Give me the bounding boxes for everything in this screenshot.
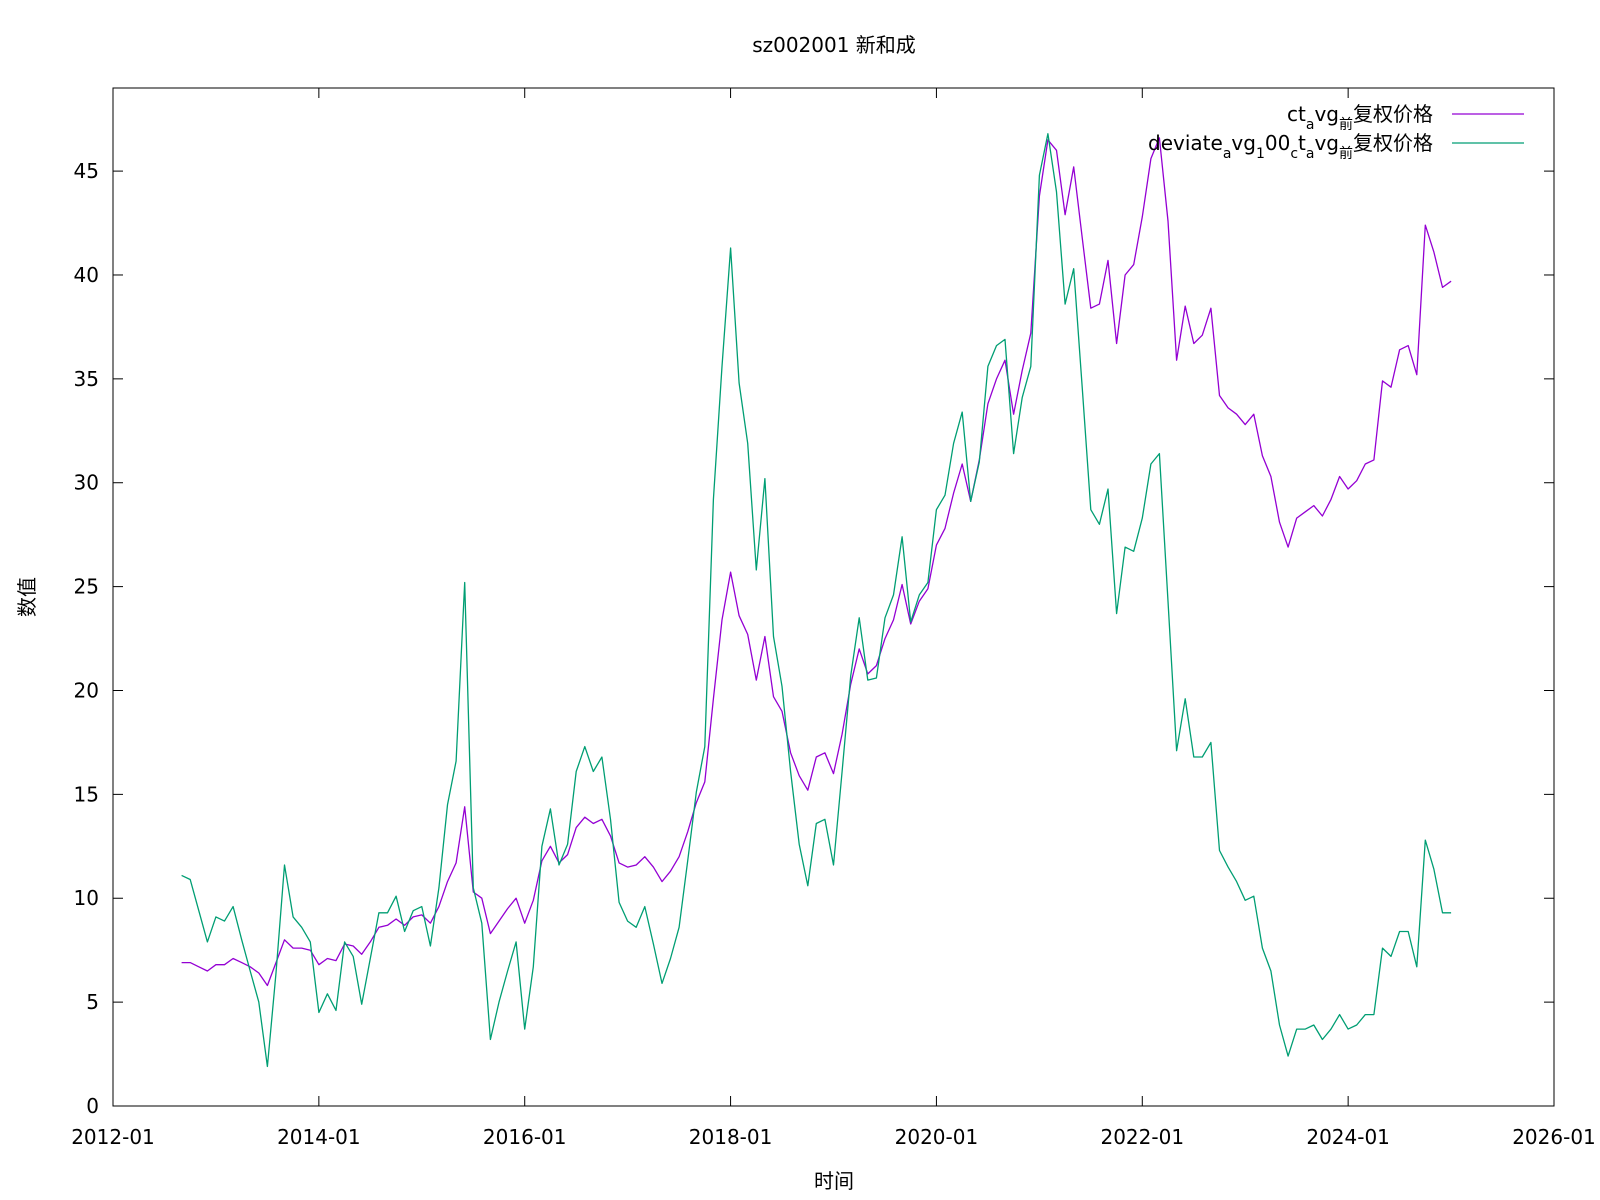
- y-tick-label: 0: [86, 1094, 99, 1118]
- axis-ticks: 0 5 10 15 20 25 30 35 40 45 2012-01 2014-01 2016-01 2…: [71, 88, 1596, 1149]
- x-tick-label: 2024-01: [1306, 1125, 1390, 1149]
- y-tick-label: 15: [74, 782, 99, 806]
- y-tick-label: 20: [74, 678, 99, 702]
- x-tick-label: 2020-01: [895, 1125, 979, 1149]
- x-tick-label: 2016-01: [483, 1125, 567, 1149]
- x-tick-label: 2014-01: [277, 1125, 361, 1149]
- y-tick-label: 5: [86, 990, 99, 1014]
- y-tick-label: 45: [74, 159, 99, 183]
- legend-label-2: deviateavg100ctavg前复权价格: [1148, 131, 1433, 162]
- y-tick-label: 30: [74, 471, 99, 495]
- y-tick-label: 35: [74, 367, 99, 391]
- y-tick-label: 25: [74, 575, 99, 599]
- series-line-1: [181, 137, 1452, 987]
- y-tick-label: 10: [74, 886, 99, 910]
- x-tick-label: 2018-01: [689, 1125, 773, 1149]
- series-layer: [181, 133, 1452, 1068]
- plot-area-frame: [112, 87, 1555, 1107]
- x-tick-label: 2026-01: [1512, 1125, 1596, 1149]
- chart-title: sz002001 新和成: [752, 33, 916, 57]
- series-line-2: [181, 133, 1452, 1068]
- y-axis-label: 数值: [15, 577, 39, 617]
- legend-label-1: ctavg前复权价格: [1287, 102, 1433, 133]
- x-tick-label: 2012-01: [71, 1125, 155, 1149]
- y-tick-label: 40: [74, 263, 99, 287]
- x-axis-label: 时间: [814, 1169, 854, 1193]
- x-tick-label: 2022-01: [1100, 1125, 1184, 1149]
